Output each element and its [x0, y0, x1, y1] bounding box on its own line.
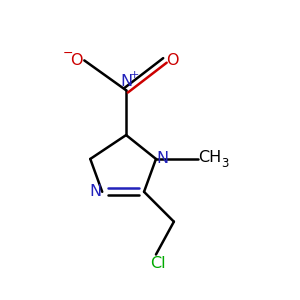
Text: +: + [130, 70, 139, 80]
Text: N: N [120, 74, 132, 89]
Text: O: O [70, 53, 83, 68]
Text: N: N [157, 151, 169, 166]
Text: Cl: Cl [150, 256, 165, 271]
Text: −: − [63, 46, 73, 59]
Text: N: N [89, 184, 101, 199]
Text: CH: CH [198, 150, 221, 165]
Text: 3: 3 [221, 157, 228, 170]
Text: O: O [167, 53, 179, 68]
